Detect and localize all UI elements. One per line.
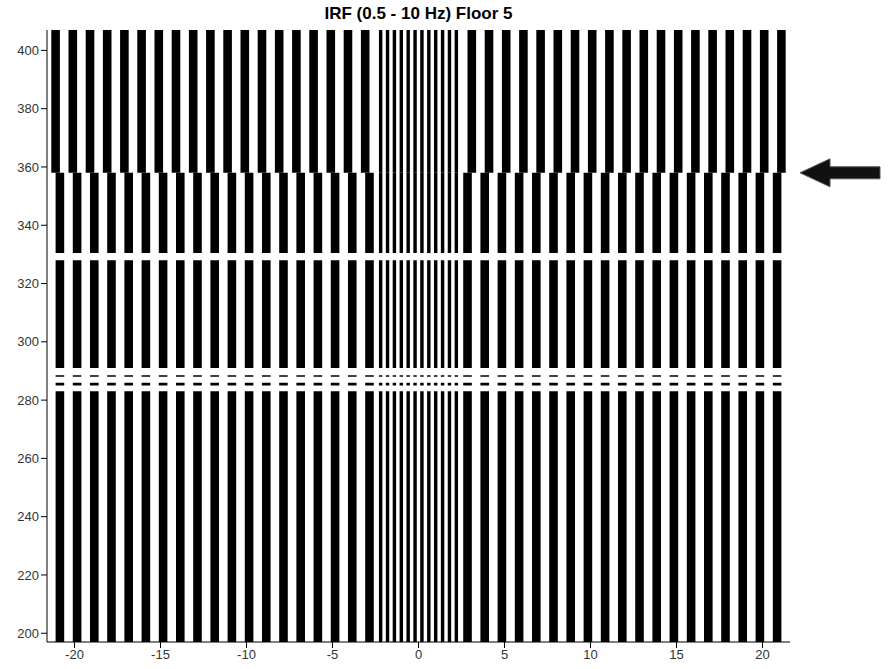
svg-text:200: 200 [17, 626, 39, 641]
svg-text:300: 300 [17, 334, 39, 349]
svg-text:360: 360 [17, 160, 39, 175]
svg-text:5: 5 [501, 647, 508, 662]
svg-text:20: 20 [755, 647, 769, 662]
svg-text:380: 380 [17, 101, 39, 116]
svg-text:280: 280 [17, 393, 39, 408]
svg-text:10: 10 [583, 647, 597, 662]
svg-text:400: 400 [17, 43, 39, 58]
svg-text:15: 15 [669, 647, 683, 662]
html-text:IRF (0.5 - 10 Hz) Floor 5: IRF (0.5 - 10 Hz) Floor 5 [324, 4, 513, 23]
svg-text:220: 220 [17, 568, 39, 583]
svg-text:-20: -20 [65, 647, 84, 662]
svg-text:240: 240 [17, 509, 39, 524]
svg-text:320: 320 [17, 276, 39, 291]
svg-text:0: 0 [415, 647, 422, 662]
svg-text:260: 260 [17, 451, 39, 466]
svg-text:-15: -15 [151, 647, 170, 662]
svg-text:-5: -5 [327, 647, 339, 662]
svg-text:340: 340 [17, 218, 39, 233]
svg-text:-10: -10 [237, 647, 256, 662]
